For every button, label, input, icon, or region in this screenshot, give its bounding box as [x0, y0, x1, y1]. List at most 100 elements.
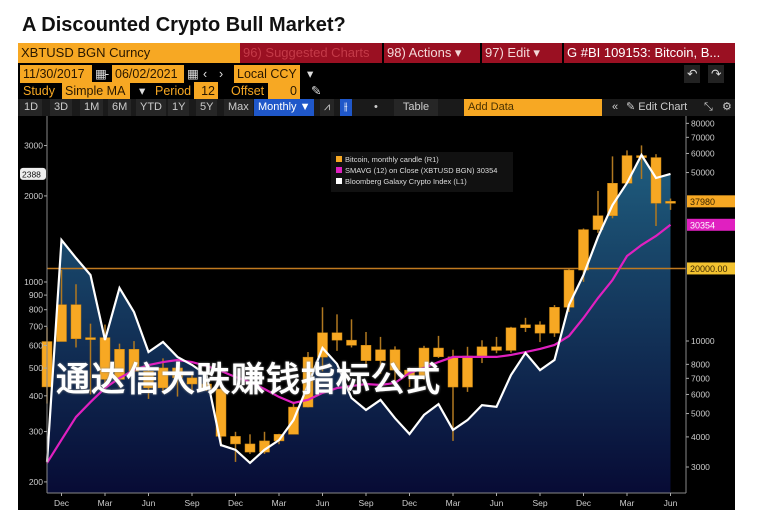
x-tick-label: Sep — [184, 498, 199, 508]
offset-field[interactable]: 0 — [268, 82, 300, 100]
start-date-field[interactable]: 11/30/2017 — [20, 65, 92, 83]
right-tick-label: 60000 — [691, 148, 715, 158]
edit-chart-button[interactable]: ✎ Edit Chart — [626, 101, 688, 113]
range-button-1m[interactable]: 1M — [80, 99, 104, 116]
x-tick-label: Jun — [664, 498, 678, 508]
index-area — [47, 155, 671, 494]
candle-body — [215, 388, 227, 437]
range-button-5y[interactable]: 5Y — [196, 99, 218, 116]
pencil-icon[interactable]: ✎ — [311, 84, 322, 98]
galaxy-index-line — [45, 152, 671, 465]
x-tick-label: Sep — [532, 498, 547, 508]
last-price-label-bg — [687, 195, 735, 208]
table-button[interactable]: Table — [394, 99, 438, 116]
left-tick-label: 3000 — [24, 141, 43, 151]
right-tick-label: 10000 — [691, 336, 715, 346]
candle-chart-icon[interactable]: ⫲ — [340, 99, 352, 116]
candle-body — [418, 347, 430, 376]
calendar-icon[interactable]: ▦ — [187, 67, 199, 81]
study-select[interactable]: Simple MA — [62, 82, 130, 100]
period-field[interactable]: 12 — [194, 82, 218, 100]
prev-button[interactable]: ‹ — [203, 67, 208, 81]
candle-body — [143, 370, 154, 389]
left-tick-label: 900 — [29, 290, 43, 300]
candle-body — [592, 215, 604, 230]
range-button-ytd[interactable]: YTD — [136, 99, 166, 116]
currency-select[interactable]: Local CCY — [234, 65, 300, 83]
last-price-label: 37980 — [690, 197, 715, 207]
currency-caret-icon[interactable]: ▾ — [307, 67, 314, 81]
date-separator: - — [105, 67, 110, 81]
x-tick-label: Mar — [446, 498, 461, 508]
x-tick-label: Mar — [620, 498, 635, 508]
range-button-3d[interactable]: 3D — [50, 99, 73, 116]
line-chart-icon[interactable]: ⩘ — [320, 99, 335, 116]
candle-body — [476, 346, 488, 357]
study-label: Study — [23, 84, 55, 98]
more-dot[interactable]: • — [374, 101, 378, 113]
right-tick-label: 7000 — [691, 373, 710, 383]
undo-icon[interactable]: ↶ — [684, 65, 701, 83]
calendar-icon[interactable]: ▦ — [95, 67, 107, 81]
settings-icon[interactable]: ⚙ — [722, 101, 732, 113]
candle-body — [534, 324, 546, 334]
hline-value-label-bg — [687, 262, 735, 275]
candle-body — [114, 349, 125, 380]
legend-box — [331, 152, 513, 192]
candle-body — [70, 304, 82, 339]
candle-body — [186, 377, 198, 385]
x-tick-label: Jun — [142, 498, 156, 508]
range-button-6m[interactable]: 6M — [108, 99, 132, 116]
range-button-1y[interactable]: 1Y — [168, 99, 190, 116]
candle-body — [520, 324, 531, 328]
actions-menu[interactable]: 98) Actions ▾ — [384, 43, 480, 63]
frequency-select[interactable]: Monthly ▼ — [254, 99, 315, 116]
suggested-charts-menu[interactable]: 96) Suggested Charts — [240, 43, 382, 63]
redo-icon[interactable]: ↷ — [708, 65, 725, 83]
candle-body — [172, 367, 183, 379]
chart-name: G #BI 109153: Bitcoin, B... — [564, 43, 735, 63]
candle-body — [157, 367, 169, 389]
x-tick-label: Jun — [490, 498, 504, 508]
left-tick-label: 600 — [29, 340, 43, 350]
candle-body — [578, 229, 589, 271]
add-data-input[interactable]: Add Data — [464, 99, 602, 116]
candle-body — [346, 339, 357, 346]
candle-body — [230, 436, 241, 445]
candle-body — [447, 356, 459, 388]
expand-icon[interactable]: ⤡ — [704, 101, 713, 113]
study-caret-icon[interactable]: ▾ — [139, 84, 146, 98]
right-tick-label: 4000 — [691, 432, 710, 442]
end-date-field[interactable]: 06/02/2021 — [112, 65, 184, 83]
candle-body — [462, 355, 473, 388]
bloomberg-chart-panel: XBTUSD BGN Curncy 96) Suggested Charts 9… — [18, 43, 735, 510]
candle-body — [607, 183, 618, 216]
candle-body — [317, 332, 328, 358]
page-title: A Discounted Crypto Bull Market? — [22, 14, 346, 36]
x-tick-label: Jun — [316, 498, 330, 508]
left-tick-label: 1000 — [24, 277, 43, 287]
collapse-button[interactable]: « — [612, 101, 619, 113]
candle-body — [621, 155, 633, 184]
x-tick-label: Dec — [228, 498, 244, 508]
ticker-field[interactable]: XBTUSD BGN Curncy — [18, 43, 240, 63]
candle-body — [665, 201, 676, 204]
edit-menu[interactable]: 97) Edit ▾ — [482, 43, 562, 63]
range-button-1d[interactable]: 1D — [20, 99, 43, 116]
index-last-label: 2388 — [22, 169, 41, 179]
x-tick-label: Dec — [402, 498, 418, 508]
range-button-max[interactable]: Max — [224, 99, 253, 116]
right-tick-label: 70000 — [691, 132, 715, 142]
right-tick-label: 6000 — [691, 389, 710, 399]
candle-body — [650, 157, 662, 204]
index-last-label-bg — [20, 167, 46, 180]
next-button[interactable]: › — [219, 67, 224, 81]
candle-body — [360, 345, 372, 361]
right-tick-label: 8000 — [691, 359, 710, 369]
right-tick-label: 3000 — [691, 462, 710, 472]
candle-body — [85, 337, 96, 340]
left-tick-label: 400 — [29, 391, 43, 401]
legend-entry: SMAVG (12) on Close (XBTUSD BGN) 30354 — [345, 166, 497, 175]
left-tick-label: 300 — [29, 427, 43, 437]
candle-body — [563, 269, 575, 308]
